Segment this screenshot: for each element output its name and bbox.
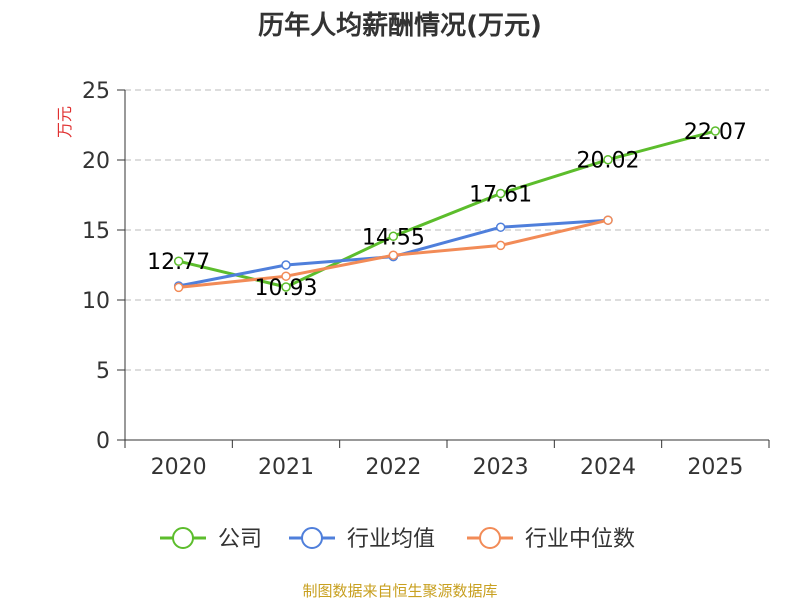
legend-label: 行业均值 — [347, 527, 435, 552]
data-point[interactable] — [173, 282, 184, 293]
data-label: 17.61 — [469, 182, 532, 207]
legend-item-3[interactable]: 行业中位数 — [467, 527, 635, 552]
data-labels: 12.77 10.93 14.55 17.61 20.02 22.07 — [147, 120, 747, 301]
legend-label: 公司 — [218, 527, 262, 552]
x-tick-label: 2020 — [151, 455, 207, 480]
series-group — [173, 126, 721, 293]
data-point[interactable] — [281, 271, 291, 281]
y-tick-label: 25 — [82, 79, 110, 104]
data-point[interactable] — [710, 126, 721, 136]
y-tick-label: 5 — [96, 359, 110, 384]
data-point[interactable] — [388, 231, 399, 242]
x-tick-label: 2023 — [473, 455, 529, 480]
data-point[interactable] — [495, 240, 506, 251]
series-line — [178, 129, 716, 289]
data-label: 22.07 — [684, 120, 747, 145]
data-label: 12.77 — [147, 250, 210, 275]
legend-swatch-marker — [479, 527, 501, 549]
legend-label: 行业中位数 — [525, 527, 635, 552]
y-tick-label: 20 — [82, 149, 110, 174]
legend-item-1[interactable]: 公司 — [160, 527, 262, 552]
data-point[interactable] — [495, 188, 506, 199]
legend-item-2[interactable]: 行业均值 — [289, 527, 435, 552]
x-tick-label: 2024 — [580, 455, 636, 480]
data-point[interactable] — [603, 154, 613, 165]
series-3 — [173, 215, 613, 293]
y-axis-label: 万元 — [55, 106, 74, 138]
y-tick-label: 10 — [82, 289, 110, 314]
data-point[interactable] — [281, 282, 291, 292]
data-point[interactable] — [603, 215, 613, 225]
data-label: 14.55 — [362, 225, 425, 250]
y-tick-label: 0 — [96, 429, 110, 454]
x-tick-label: 2022 — [365, 455, 421, 480]
legend-swatch-marker — [172, 527, 194, 549]
data-label: 20.02 — [577, 149, 640, 174]
series-1 — [173, 126, 721, 292]
x-tick-label: 2021 — [258, 455, 314, 480]
data-point[interactable] — [495, 222, 506, 232]
x-tick-label: 2025 — [687, 455, 743, 480]
data-point[interactable] — [173, 256, 184, 266]
legend[interactable]: 公司 行业均值 行业中位数 — [160, 527, 635, 552]
data-label: 10.93 — [255, 276, 318, 301]
data-point[interactable] — [281, 260, 291, 270]
chart-title: 历年人均薪酬情况(万元) — [258, 10, 542, 41]
gridlines — [125, 89, 769, 371]
y-tick-label: 15 — [82, 219, 110, 244]
data-point[interactable] — [388, 250, 399, 260]
source-note: 制图数据来自恒生聚源数据库 — [302, 582, 497, 600]
legend-swatch-marker — [301, 527, 323, 549]
